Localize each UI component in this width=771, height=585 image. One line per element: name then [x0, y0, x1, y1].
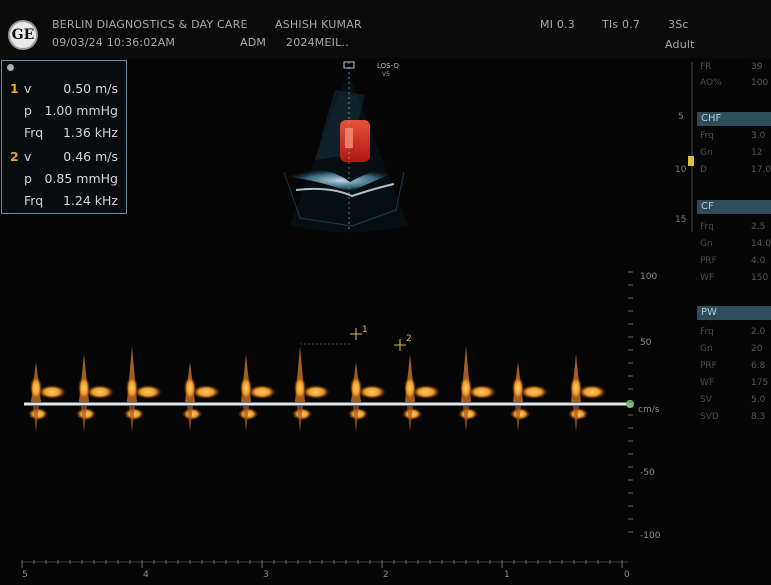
pw-section-header: PW — [697, 306, 771, 320]
measurement-2-pressure: p 0.85 mmHg — [24, 171, 118, 186]
doppler-beat — [348, 362, 386, 432]
velocity-cursor-1[interactable]: 1 — [350, 325, 368, 340]
exam-datetime: 09/03/24 10:36:02AM — [52, 36, 176, 49]
pw-param-frq: Frq 2.0 — [700, 327, 766, 337]
color-flow-region — [340, 120, 370, 162]
pw-param-sv: SV 5.0 — [700, 395, 766, 405]
chf-param-frq: Frq 3.0 — [700, 131, 766, 141]
measurement-1-pressure: p 1.00 mmHg — [24, 103, 118, 118]
time-label-3: 3 — [263, 570, 269, 580]
pw-param-wf: WF 175 — [700, 378, 769, 388]
time-label-0: 0 — [624, 570, 630, 580]
measurement-2-frequency: Frq 1.24 kHz — [24, 193, 118, 208]
image-header-line2: V5 — [382, 71, 390, 78]
header-bar: GE BERLIN DIAGNOSTICS & DAY CARE ASHISH … — [0, 0, 771, 58]
velocity-cursor-2[interactable]: 2 — [394, 334, 412, 351]
doppler-beat — [76, 354, 114, 432]
velocity-label-100: 100 — [640, 272, 658, 282]
pw-param-svd: SVD 8.3 — [700, 412, 766, 422]
doppler-beat — [458, 346, 496, 432]
measurement-panel: 1 v 0.50 m/s p 1.00 mmHg Frq 1.36 kHz 2 … — [1, 60, 127, 214]
time-label-5: 5 — [22, 570, 28, 580]
doppler-beat — [510, 362, 548, 432]
velocity-label-neg50: -50 — [640, 468, 655, 478]
measurement-2-velocity: 2 v 0.46 m/s — [10, 149, 118, 164]
patient-name: ASHISH KUMAR — [275, 18, 362, 31]
time-label-2: 2 — [383, 570, 389, 580]
doppler-beat — [238, 354, 276, 432]
doppler-beat — [182, 362, 220, 432]
chf-section-header: CHF — [697, 112, 771, 126]
time-label-1: 1 — [504, 570, 510, 580]
patient-id: 2024MEIL.. — [286, 36, 349, 49]
measurement-1-velocity: 1 v 0.50 m/s — [10, 81, 118, 96]
doppler-spectrum — [28, 346, 606, 432]
cf-param-gn: Gn 14.0 — [700, 239, 771, 249]
chf-param-d: D 17.0 — [700, 165, 771, 175]
velocity-unit-label: cm/s — [638, 405, 660, 415]
doppler-beat — [124, 346, 162, 432]
depth-mark-5: 5 — [678, 112, 684, 122]
time-scale — [21, 560, 628, 568]
thermal-index: TIs 0.7 — [602, 18, 641, 31]
pw-param-prf: PRF 6.8 — [700, 361, 766, 371]
institution-name: BERLIN DIAGNOSTICS & DAY CARE — [52, 18, 248, 31]
cursor-label-2: 2 — [406, 334, 412, 344]
cf-section-header: CF — [697, 200, 771, 214]
velocity-label-neg100: -100 — [640, 531, 661, 541]
depth-mark-15: 15 — [675, 215, 687, 225]
cf-param-wf: WF 150 — [700, 273, 769, 283]
probe-label: 3Sc — [668, 18, 689, 31]
depth-mark-10: 10 — [675, 165, 687, 175]
panel-menu-icon[interactable] — [7, 64, 14, 71]
doppler-beat — [292, 346, 330, 432]
ge-logo-icon: GE — [8, 20, 38, 50]
preset-label: Adult — [665, 38, 695, 51]
cursor-label-1: 1 — [362, 325, 368, 335]
image-header-line1: LOS-Q — [377, 62, 399, 70]
measurement-1-frequency: Frq 1.36 kHz — [24, 125, 118, 140]
chf-param-gn: Gn 12 — [700, 148, 763, 158]
velocity-scale — [628, 271, 633, 533]
doppler-beat — [402, 354, 440, 432]
pw-param-gn: Gn 20 — [700, 344, 763, 354]
doppler-beat — [568, 354, 606, 432]
doppler-beat — [28, 362, 66, 432]
baseline-handle[interactable] — [626, 400, 634, 408]
operator-label: ADM — [240, 36, 267, 49]
cf-param-frq: Frq 2.5 — [700, 222, 766, 232]
param-fr: FR 39 — [700, 62, 763, 72]
cf-param-prf: PRF 4.0 — [700, 256, 766, 266]
mechanical-index: MI 0.3 — [540, 18, 575, 31]
focus-marker-icon — [688, 156, 694, 166]
time-label-4: 4 — [143, 570, 149, 580]
depth-scale — [688, 62, 694, 232]
velocity-label-50: 50 — [640, 338, 652, 348]
echo-sector-image — [282, 61, 408, 233]
param-ao: AO% 100 — [700, 78, 769, 88]
